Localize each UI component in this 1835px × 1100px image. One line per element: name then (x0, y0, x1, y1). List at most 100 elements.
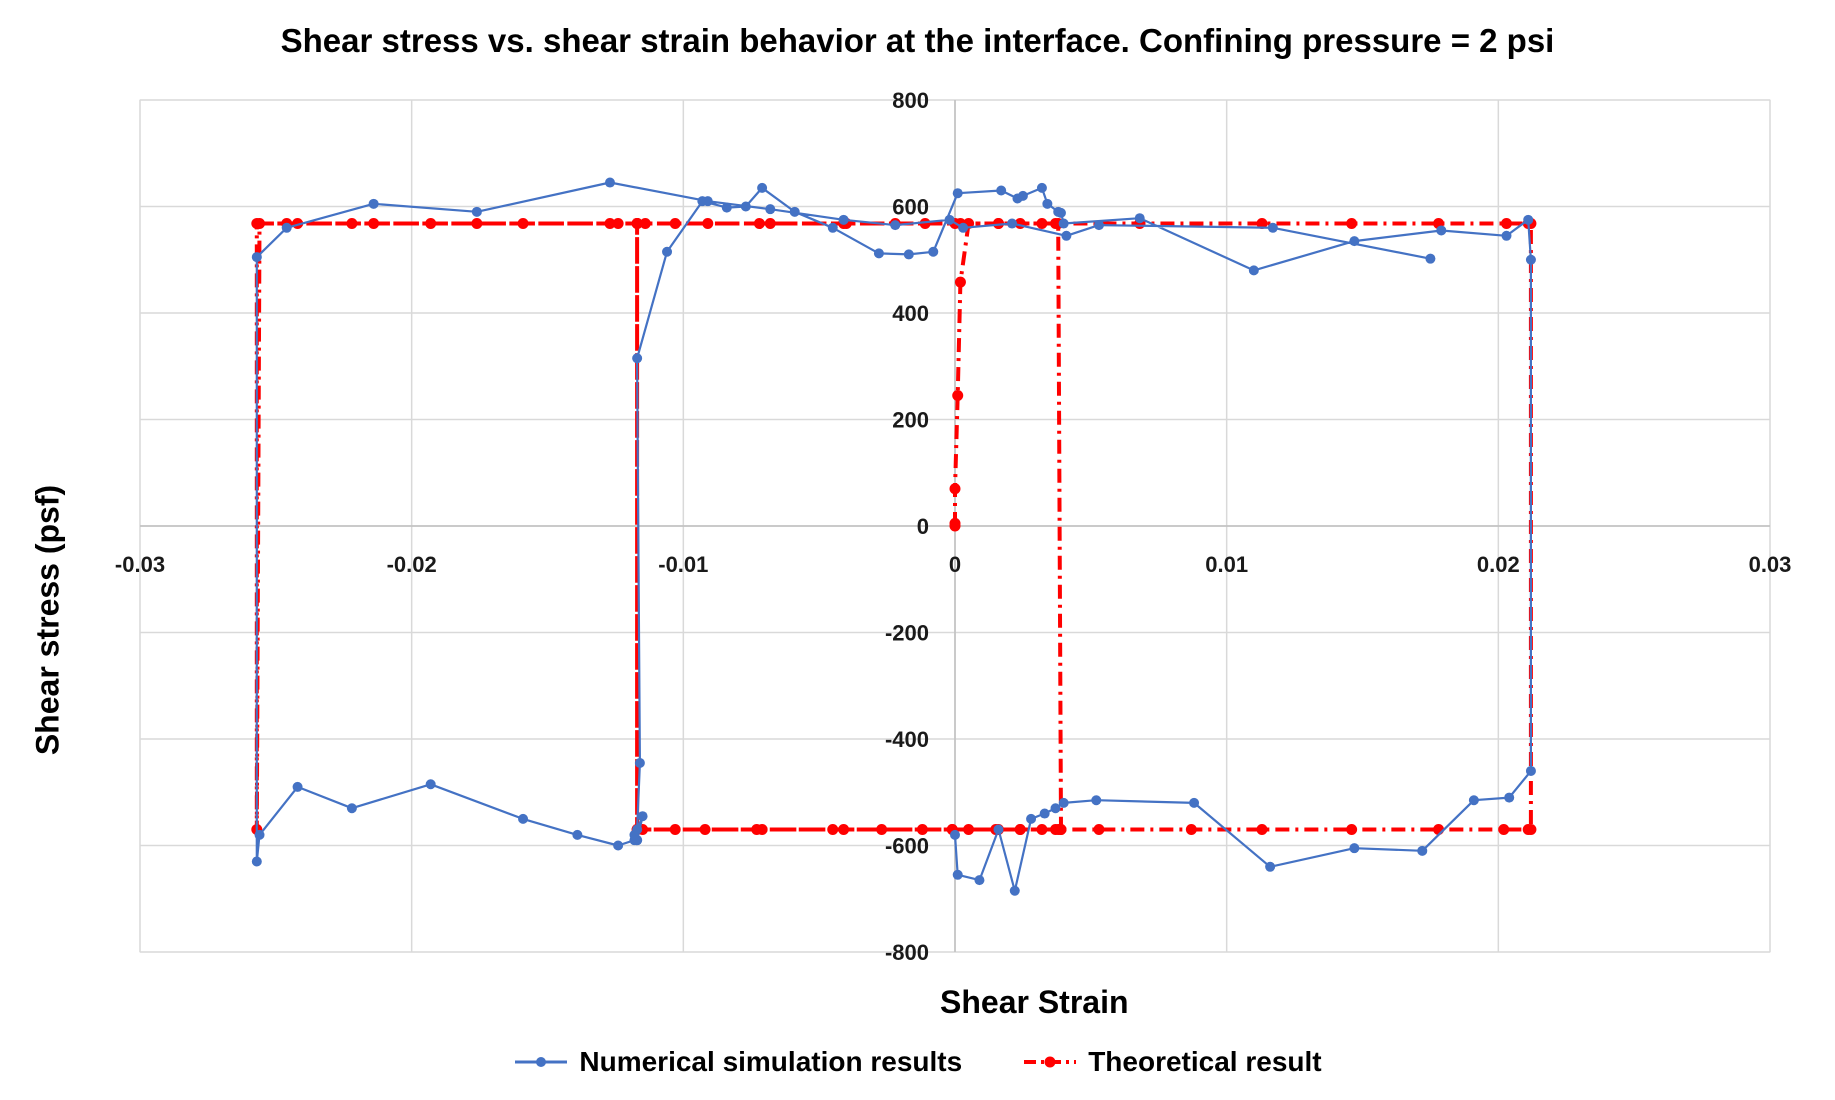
data-point-theoretical (1498, 824, 1510, 836)
data-point-numerical (1036, 182, 1047, 193)
data-point-theoretical (753, 218, 765, 230)
data-point-theoretical (368, 218, 380, 230)
data-point-theoretical (669, 824, 681, 836)
data-point-numerical (1425, 253, 1436, 264)
data-point-numerical (721, 202, 732, 213)
data-point-numerical (1523, 214, 1534, 225)
data-point-theoretical (949, 517, 961, 529)
data-point-numerical (1042, 198, 1053, 209)
data-point-theoretical (876, 824, 888, 836)
legend-label-numerical: Numerical simulation results (579, 1046, 963, 1077)
data-point-numerical (765, 204, 776, 215)
data-point-numerical (518, 813, 529, 824)
data-point-numerical (634, 757, 645, 768)
data-point-numerical (1026, 813, 1037, 824)
data-point-numerical (1007, 218, 1018, 229)
y-tick-label: 800 (892, 88, 929, 113)
data-point-numerical (1039, 808, 1050, 819)
data-point-numerical (928, 246, 939, 257)
legend-item-theoretical: Theoretical result (1022, 1046, 1322, 1078)
legend-label-theoretical: Theoretical result (1088, 1046, 1322, 1077)
y-tick-label: -200 (885, 621, 929, 646)
data-point-numerical (952, 188, 963, 199)
data-point-theoretical (954, 276, 966, 288)
data-point-numerical (950, 829, 960, 840)
data-point-theoretical (1036, 824, 1048, 836)
data-point-numerical (346, 803, 357, 814)
data-point-numerical (1248, 265, 1259, 276)
legend-symbol-theoretical (1024, 1056, 1077, 1068)
x-axis-title: Shear Strain (940, 984, 1129, 1020)
data-point-numerical (1091, 795, 1102, 806)
data-point-theoretical (669, 218, 681, 230)
data-point-numerical (629, 835, 640, 846)
y-tick-label: -800 (885, 940, 929, 965)
data-point-numerical (1061, 230, 1072, 241)
data-point-numerical (740, 201, 751, 212)
data-point-theoretical (251, 218, 263, 230)
data-point-theoretical (1346, 218, 1358, 230)
data-point-theoretical (639, 218, 651, 230)
data-point-theoretical (631, 218, 643, 230)
y-tick-label: -600 (885, 834, 929, 859)
x-tick-label: 0.03 (1749, 552, 1792, 577)
data-point-numerical (827, 222, 838, 233)
data-point-theoretical (916, 824, 928, 836)
data-point-theoretical (949, 483, 961, 495)
data-point-numerical (572, 829, 583, 840)
data-point-numerical (662, 246, 673, 257)
data-point-numerical (281, 222, 292, 233)
data-point-theoretical (827, 824, 839, 836)
data-point-numerical (958, 222, 969, 233)
legend-symbol-numerical (515, 1057, 568, 1067)
data-point-numerical (1058, 218, 1069, 229)
y-tick-label: 400 (892, 301, 929, 326)
legend-item-numerical: Numerical simulation results (513, 1046, 962, 1078)
data-point-numerical (789, 206, 800, 217)
data-point-numerical (1349, 843, 1360, 854)
data-point-numerical (838, 214, 849, 225)
data-point-theoretical (992, 218, 1004, 230)
data-point-theoretical (604, 218, 616, 230)
data-point-numerical (1050, 803, 1061, 814)
data-point-numerical (1189, 797, 1200, 808)
data-point-numerical (1417, 845, 1428, 856)
data-point-theoretical (1256, 824, 1268, 836)
data-point-numerical (974, 875, 985, 886)
data-point-theoretical (471, 218, 483, 230)
data-point-theoretical (346, 218, 358, 230)
data-point-theoretical (425, 218, 437, 230)
data-point-theoretical (756, 824, 768, 836)
data-point-theoretical (1050, 218, 1062, 230)
data-point-numerical (632, 353, 643, 364)
data-point-numerical (1525, 765, 1536, 776)
data-point-numerical (637, 811, 648, 822)
data-point-numerical (1012, 193, 1023, 204)
y-tick-label: 0 (917, 514, 929, 539)
data-point-theoretical (1522, 824, 1534, 836)
data-point-theoretical (612, 218, 624, 230)
data-point-numerical (368, 198, 379, 209)
data-point-theoretical (764, 218, 776, 230)
data-point-numerical (251, 252, 262, 263)
data-point-numerical (1058, 797, 1069, 808)
data-point-numerical (903, 249, 914, 260)
data-point-numerical (1134, 213, 1145, 224)
data-point-theoretical (702, 218, 714, 230)
data-point-numerical (604, 177, 615, 188)
data-point-theoretical (1014, 824, 1026, 836)
x-tick-label: -0.02 (387, 552, 437, 577)
data-point-numerical (292, 781, 303, 792)
data-point-numerical (471, 206, 482, 217)
x-tick-label: -0.03 (115, 552, 165, 577)
data-point-theoretical (1185, 824, 1197, 836)
data-point-numerical (251, 856, 262, 867)
data-point-theoretical (699, 824, 711, 836)
data-point-numerical (425, 779, 436, 790)
data-point-numerical (873, 248, 884, 259)
data-point-numerical (757, 182, 768, 193)
y-tick-label: -400 (885, 727, 929, 752)
data-point-numerical (1501, 230, 1512, 241)
data-point-numerical (1053, 206, 1064, 217)
